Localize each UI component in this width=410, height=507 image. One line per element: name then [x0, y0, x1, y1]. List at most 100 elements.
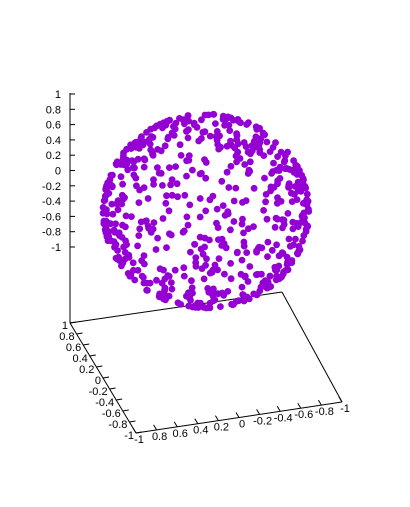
data-point [143, 217, 150, 225]
y-tick-mark [96, 365, 103, 368]
data-point [122, 223, 129, 231]
data-point [195, 137, 203, 145]
data-point [270, 159, 277, 167]
data-point [210, 111, 218, 118]
data-point [108, 183, 116, 191]
data-point [131, 276, 139, 284]
data-point [205, 111, 212, 119]
data-point [273, 199, 281, 207]
data-point [303, 190, 311, 198]
data-point [199, 250, 207, 258]
data-point [135, 199, 143, 207]
data-point [241, 161, 249, 168]
y-tick-label: -0.4 [95, 397, 114, 409]
data-point [137, 218, 145, 226]
data-point [215, 236, 222, 244]
data-point [294, 163, 301, 170]
data-point [273, 241, 280, 249]
data-point [227, 114, 235, 122]
data-point [130, 266, 137, 274]
data-point [285, 235, 293, 243]
data-point [172, 163, 180, 171]
data-point [227, 137, 234, 145]
x-tick-label: 0.2 [214, 422, 229, 434]
data-point [159, 215, 167, 222]
data-point [140, 184, 148, 192]
data-point [127, 141, 134, 149]
x-tick-label: -0.8 [315, 406, 334, 418]
data-point [154, 164, 161, 172]
x-tick-mark [173, 421, 178, 428]
data-point [269, 144, 277, 151]
data-point [286, 242, 294, 250]
data-point [297, 219, 305, 226]
x-tick-mark [338, 396, 343, 403]
data-point [136, 225, 144, 233]
data-point [288, 259, 296, 267]
data-point [202, 174, 210, 182]
data-point [218, 242, 226, 249]
data-point [180, 264, 188, 272]
z-tick-label: 0.4 [46, 135, 61, 147]
y-tick-mark [89, 354, 96, 357]
data-point [192, 254, 200, 261]
data-point [304, 197, 312, 205]
data-point [126, 272, 134, 280]
data-point [180, 227, 188, 235]
data-point [240, 139, 248, 146]
data-point [181, 191, 189, 199]
data-point [121, 255, 129, 263]
data-point [227, 162, 235, 170]
data-point [168, 285, 176, 293]
x-tick-mark [235, 412, 240, 418]
data-point [120, 195, 127, 203]
data-point [246, 158, 254, 166]
data-point [261, 131, 268, 139]
data-point [241, 272, 249, 280]
data-point [206, 269, 214, 277]
data-point [176, 141, 184, 149]
z-tick-label: -0.6 [42, 211, 61, 223]
data-point [132, 138, 140, 146]
data-point [274, 194, 281, 202]
data-point [184, 134, 192, 142]
data-point [212, 120, 219, 127]
y-tick-mark [122, 409, 129, 412]
data-point [231, 144, 239, 152]
data-point [230, 197, 238, 205]
data-point [235, 297, 243, 305]
data-point [157, 147, 165, 155]
y-tick-label: 0 [95, 375, 101, 387]
data-point [276, 163, 284, 171]
data-point [284, 148, 291, 156]
tick-labels: 10.80.60.40.20-0.2-0.4-0.6-0.8-110.80.60… [42, 89, 350, 446]
data-point [163, 192, 170, 200]
data-point [188, 277, 195, 285]
x-tick-mark [317, 399, 322, 406]
data-point [266, 272, 274, 280]
data-point [218, 177, 226, 185]
y-tick-mark [109, 387, 116, 390]
data-point [292, 235, 299, 243]
data-point [168, 191, 176, 199]
y-tick-label: 1 [62, 320, 68, 332]
data-point [131, 164, 138, 172]
x-tick-label: -0.2 [253, 415, 272, 427]
data-point [252, 133, 260, 141]
data-point [140, 274, 147, 281]
data-point [263, 284, 271, 292]
data-point [283, 165, 291, 172]
data-point [141, 156, 149, 164]
data-point [237, 119, 244, 127]
data-point [113, 200, 121, 208]
z-tick-label: -1 [51, 242, 61, 254]
data-point [127, 213, 135, 221]
data-point [261, 174, 268, 182]
data-point [153, 276, 160, 284]
data-point [114, 206, 122, 214]
data-point [289, 218, 297, 226]
x-tick-label: 0 [239, 419, 245, 431]
x-tick-label: -1 [134, 434, 144, 446]
data-point [240, 229, 247, 237]
data-point [215, 255, 223, 262]
